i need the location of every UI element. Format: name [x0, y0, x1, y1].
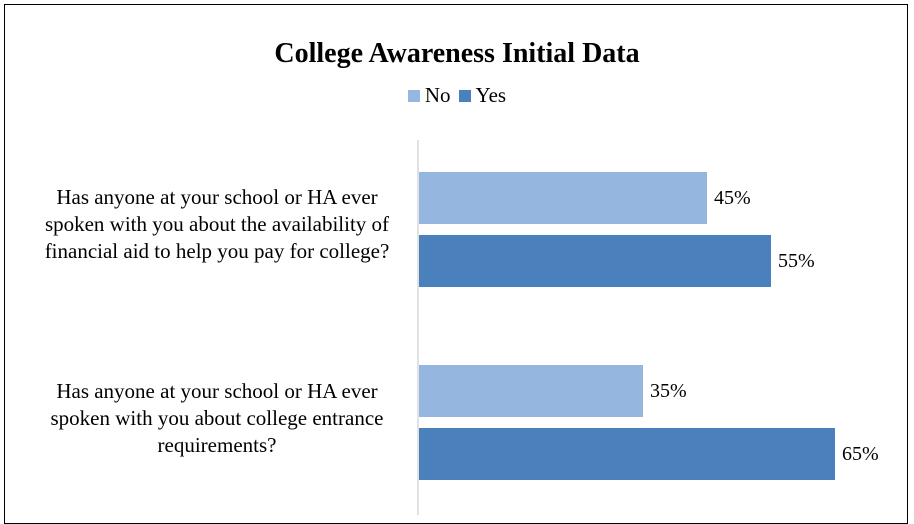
bar-no-2	[419, 365, 643, 417]
legend-item-no: No	[407, 83, 451, 108]
legend-swatch-no	[407, 89, 420, 102]
legend-swatch-yes	[458, 89, 471, 102]
chart-title: College Awareness Initial Data	[274, 38, 640, 69]
legend-label-no: No	[424, 83, 451, 107]
data-label-yes-1: 55%	[778, 250, 815, 272]
category-label-financial-aid: Has anyone at your school or HA ever spo…	[22, 184, 412, 265]
category-label-line: requirements?	[157, 433, 277, 457]
category-label-line: spoken with you about college entrance	[50, 406, 384, 430]
data-label-no-2: 35%	[650, 380, 687, 402]
legend-item-yes: Yes	[458, 83, 507, 108]
bar-no-1	[419, 172, 707, 224]
category-label-line: financial aid to help you pay for colleg…	[44, 239, 390, 263]
data-label-no-1: 45%	[714, 187, 751, 209]
bar-yes-2	[419, 428, 835, 480]
bar-group	[419, 172, 835, 480]
category-label-line: spoken with you about the availability o…	[44, 212, 390, 236]
category-label-entrance-requirements: Has anyone at your school or HA ever spo…	[22, 378, 412, 459]
bar-yes-1	[419, 235, 771, 287]
data-label-group: 45% 55% 35% 65%	[650, 187, 879, 465]
category-label-line: Has anyone at your school or HA ever	[56, 185, 378, 209]
data-label-yes-2: 65%	[842, 443, 879, 465]
category-label-line: Has anyone at your school or HA ever	[56, 379, 378, 403]
legend-label-yes: Yes	[475, 83, 507, 107]
chart-legend: No Yes	[0, 83, 914, 108]
